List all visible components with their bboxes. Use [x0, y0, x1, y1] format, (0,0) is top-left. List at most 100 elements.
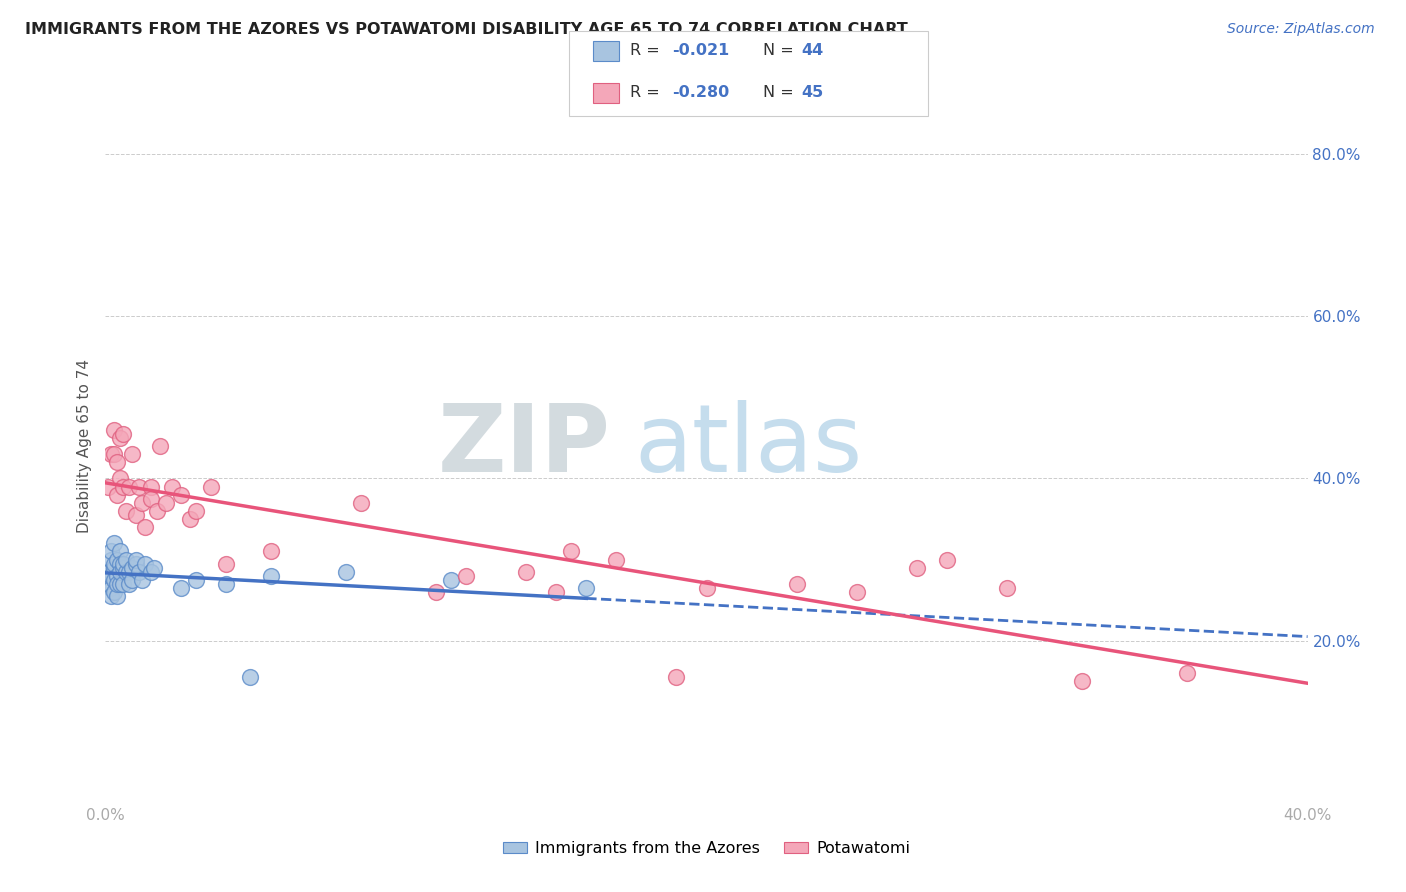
Point	[148, 439, 170, 453]
Point	[103, 447, 125, 461]
Point	[118, 577, 141, 591]
Point	[1175, 666, 1198, 681]
Point	[239, 670, 262, 684]
Point	[134, 520, 156, 534]
Point	[107, 488, 129, 502]
Point	[131, 573, 153, 587]
Point	[107, 589, 129, 603]
Text: IMMIGRANTS FROM THE AZORES VS POTAWATOMI DISABILITY AGE 65 TO 74 CORRELATION CHA: IMMIGRANTS FROM THE AZORES VS POTAWATOMI…	[25, 22, 908, 37]
Text: Source: ZipAtlas.com: Source: ZipAtlas.com	[1227, 22, 1375, 37]
Text: N =: N =	[763, 86, 800, 100]
Point	[107, 568, 129, 582]
Point	[118, 479, 141, 493]
Point	[145, 504, 167, 518]
Point	[124, 508, 146, 522]
Point	[350, 496, 373, 510]
Text: 44: 44	[801, 44, 824, 58]
Text: R =: R =	[630, 44, 665, 58]
Point	[112, 479, 135, 493]
Text: ZIP: ZIP	[437, 400, 610, 492]
Point	[110, 557, 132, 571]
Point	[142, 560, 165, 574]
Point	[440, 573, 463, 587]
Point	[110, 544, 132, 558]
Point	[160, 479, 183, 493]
Legend: Immigrants from the Azores, Potawatomi: Immigrants from the Azores, Potawatomi	[496, 835, 917, 863]
Point	[200, 479, 222, 493]
Point	[110, 471, 132, 485]
Point	[103, 560, 125, 574]
Point	[115, 565, 138, 579]
Point	[995, 581, 1018, 595]
Point	[169, 488, 191, 502]
Point	[845, 585, 868, 599]
Point	[107, 577, 129, 591]
Point	[260, 568, 283, 582]
Point	[260, 544, 283, 558]
Point	[97, 577, 120, 591]
Point	[103, 585, 125, 599]
Point	[121, 573, 143, 587]
Point	[786, 577, 808, 591]
Point	[110, 577, 132, 591]
Point	[155, 496, 177, 510]
Point	[100, 581, 122, 595]
Point	[128, 479, 150, 493]
Text: -0.280: -0.280	[672, 86, 730, 100]
Point	[112, 426, 135, 441]
Point	[124, 552, 146, 566]
Point	[214, 577, 236, 591]
Point	[665, 670, 688, 684]
Point	[515, 565, 537, 579]
Text: -0.021: -0.021	[672, 44, 730, 58]
Point	[100, 552, 122, 566]
Point	[97, 479, 120, 493]
Point	[560, 544, 582, 558]
Point	[103, 536, 125, 550]
Point	[112, 560, 135, 574]
Point	[184, 573, 207, 587]
Point	[118, 565, 141, 579]
Point	[139, 491, 162, 506]
Point	[905, 560, 928, 574]
Point	[1071, 674, 1094, 689]
Point	[115, 552, 138, 566]
Point	[575, 581, 598, 595]
Point	[335, 565, 357, 579]
Point	[107, 552, 129, 566]
Text: 45: 45	[801, 86, 824, 100]
Point	[100, 589, 122, 603]
Point	[214, 557, 236, 571]
Point	[134, 557, 156, 571]
Point	[454, 568, 477, 582]
Point	[131, 496, 153, 510]
Point	[546, 585, 568, 599]
Point	[179, 512, 201, 526]
Point	[139, 479, 162, 493]
Point	[100, 568, 122, 582]
Point	[97, 565, 120, 579]
Text: atlas: atlas	[634, 400, 863, 492]
Point	[128, 565, 150, 579]
Point	[425, 585, 447, 599]
Point	[696, 581, 718, 595]
Point	[936, 552, 959, 566]
Point	[184, 504, 207, 518]
Point	[124, 557, 146, 571]
Point	[115, 504, 138, 518]
Point	[103, 573, 125, 587]
Point	[100, 544, 122, 558]
Point	[121, 447, 143, 461]
Point	[605, 552, 627, 566]
Text: N =: N =	[763, 44, 800, 58]
Point	[112, 557, 135, 571]
Point	[107, 455, 129, 469]
Point	[110, 431, 132, 445]
Text: R =: R =	[630, 86, 665, 100]
Point	[103, 423, 125, 437]
Point	[100, 447, 122, 461]
Point	[169, 581, 191, 595]
Point	[112, 577, 135, 591]
Point	[110, 565, 132, 579]
Point	[121, 560, 143, 574]
